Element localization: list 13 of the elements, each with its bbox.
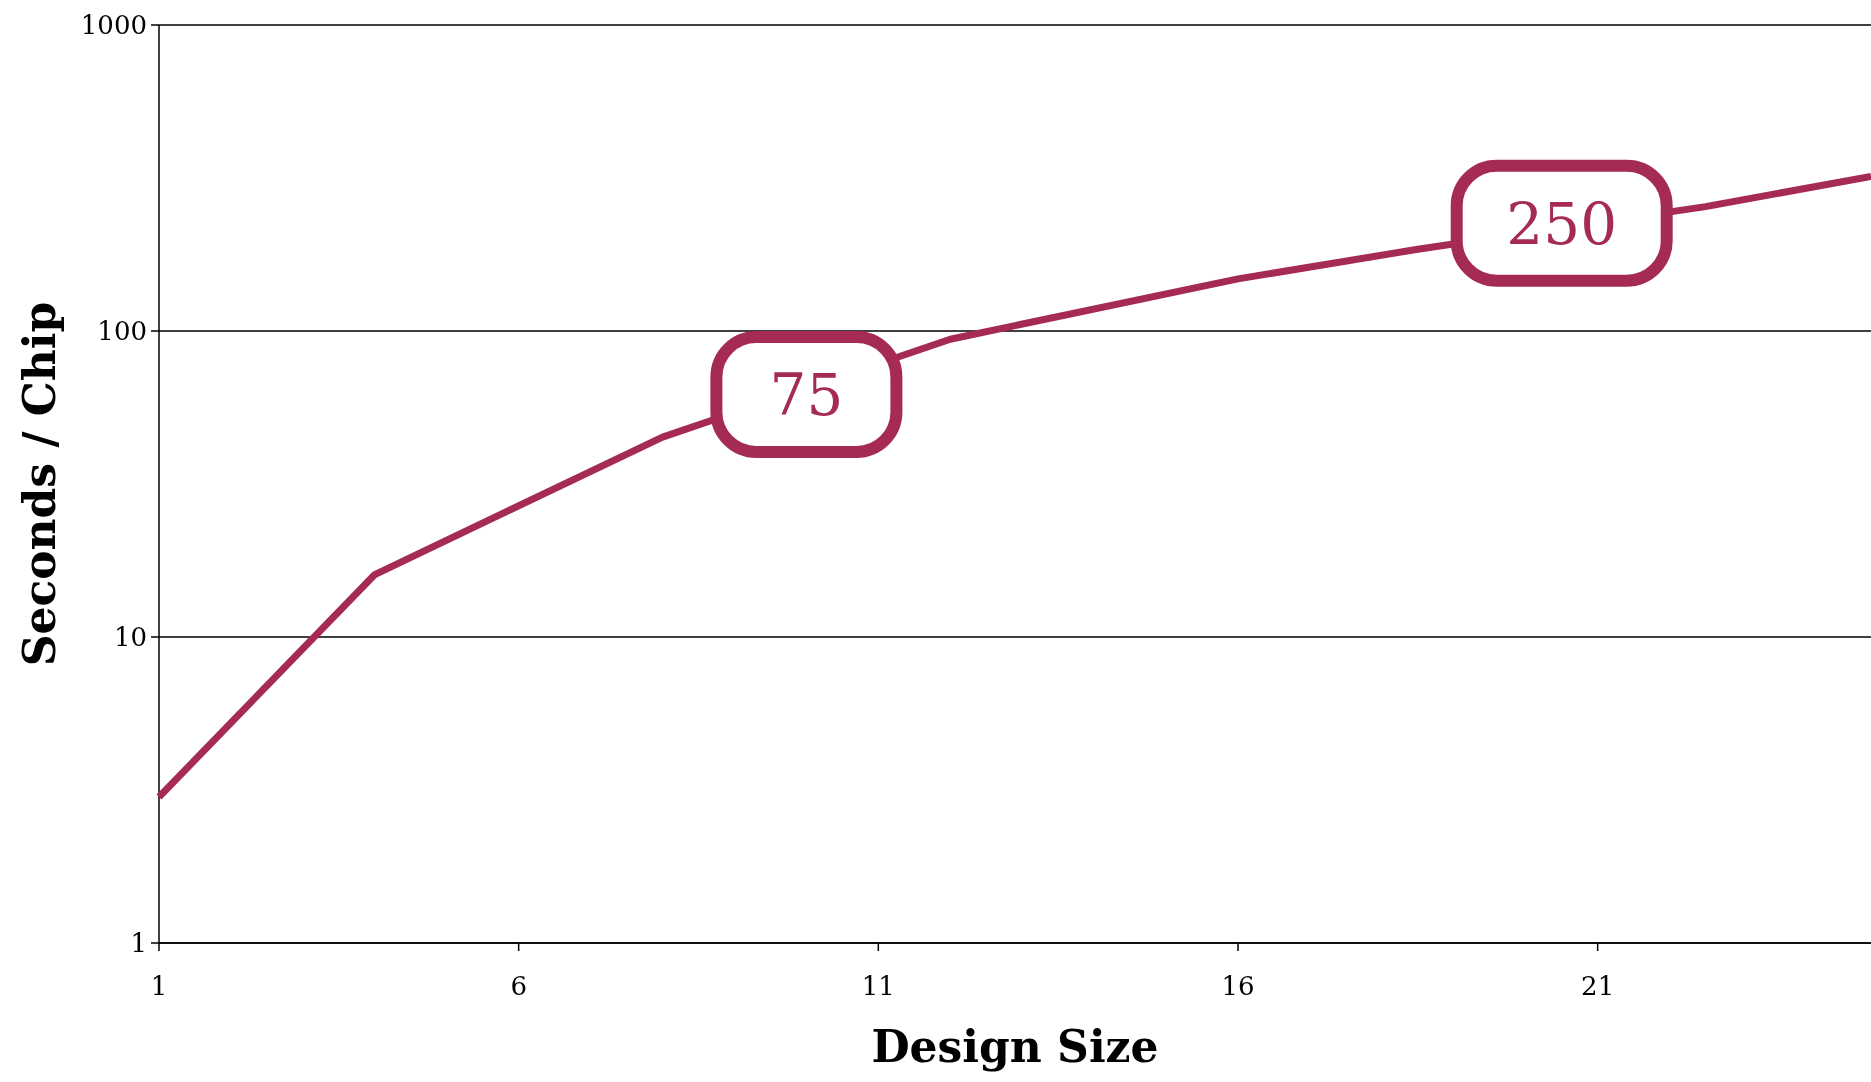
- y-axis-title: Seconds / Chip: [14, 301, 65, 667]
- x-tick-label: 11: [861, 971, 895, 1001]
- x-tick-label: 6: [510, 971, 527, 1001]
- annotation: 75: [769, 360, 844, 429]
- x-tick-label: 16: [1221, 971, 1255, 1001]
- x-axis-title: Design Size: [871, 1021, 1159, 1072]
- annotation: 250: [1506, 189, 1618, 258]
- y-tick-label: 100: [97, 316, 147, 347]
- y-tick-label: 1: [130, 928, 147, 959]
- y-tick-label: 10: [113, 622, 147, 653]
- y-tick-label: 1000: [80, 10, 147, 41]
- x-tick-label: 21: [1581, 971, 1615, 1001]
- x-tick-label: 1: [150, 971, 168, 1001]
